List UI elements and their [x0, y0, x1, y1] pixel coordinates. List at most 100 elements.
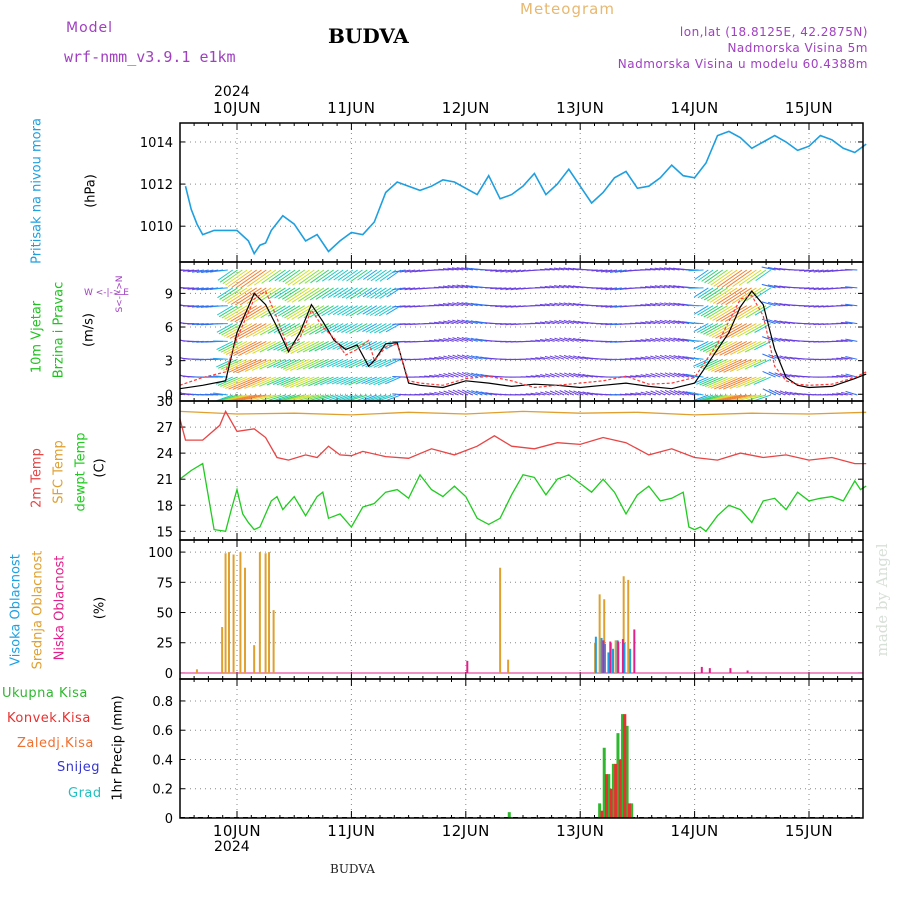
- wind-arrow: [392, 287, 406, 291]
- wind-arrow: [827, 393, 839, 396]
- wind-arrow: [280, 340, 301, 352]
- wind-arrow: [668, 267, 680, 271]
- wind-arrow: [659, 267, 670, 271]
- wind-arrow: [713, 269, 738, 287]
- wind-arrow: [761, 266, 776, 271]
- wind-arrow: [596, 305, 608, 307]
- wind-arrow: [650, 338, 661, 342]
- lonlat-info: lon,lat (18.8125E, 42.2875N): [679, 25, 868, 39]
- wind-arrow: [230, 287, 257, 305]
- wind-arrow: [692, 394, 709, 402]
- wind-arrow: [224, 287, 248, 303]
- wind-arrow: [515, 287, 526, 290]
- wind-arrow: [392, 305, 406, 308]
- wind-arrow: [302, 358, 325, 370]
- wind-arrow: [273, 358, 291, 368]
- wind-arrow: [520, 393, 531, 396]
- wind-arrow: [283, 323, 305, 336]
- wind-arrow: [331, 358, 349, 368]
- y-tick-label: 0: [165, 812, 173, 827]
- wind-arrow: [645, 268, 656, 271]
- wind-arrow: [366, 269, 382, 281]
- wind-arrow: [452, 372, 464, 378]
- x-tick-label-top: 15JUN: [785, 99, 833, 117]
- wind-arrow: [659, 302, 671, 307]
- wind-arrow: [254, 269, 277, 286]
- wind-arrow: [259, 358, 281, 370]
- wind-arrow: [762, 388, 776, 396]
- wind-arrow: [712, 305, 738, 321]
- wind-arrow: [845, 286, 858, 289]
- wind-arrow: [640, 356, 651, 360]
- x-tick-label-top: 14JUN: [670, 99, 718, 117]
- wind-arrow: [779, 320, 791, 325]
- wind-arrow: [281, 323, 301, 335]
- wind-arrow: [709, 305, 733, 320]
- wind-arrow: [635, 322, 646, 325]
- wind-arrow: [610, 287, 622, 291]
- wind-arrow: [704, 269, 723, 284]
- wind-arrow: [470, 337, 483, 342]
- wind-arrow: [614, 269, 627, 273]
- panel-frame: [179, 539, 864, 680]
- wind-arrow: [707, 269, 728, 285]
- wind-arrow: [260, 287, 281, 302]
- wind-arrow: [336, 323, 354, 333]
- wind-arrow: [693, 305, 709, 315]
- wind-arrow: [313, 394, 334, 402]
- wind-arrow: [645, 321, 656, 325]
- wind-arrow: [677, 372, 690, 378]
- wind-arrow: [466, 354, 478, 360]
- wind-arrow: [349, 287, 368, 300]
- panel-frame: [179, 400, 864, 541]
- wind-arrow: [540, 374, 550, 378]
- wind-arrow: [276, 376, 296, 386]
- wind-arrow: [213, 305, 228, 307]
- year-bottom: 2024: [214, 839, 250, 855]
- wind-arrow: [222, 394, 248, 402]
- wind-arrow: [659, 354, 671, 360]
- wind-arrow: [230, 305, 257, 322]
- wind-arrow: [640, 286, 651, 289]
- wind-arrow: [273, 340, 291, 351]
- x-tick-label-bottom: 11JUN: [327, 822, 375, 840]
- wind-arrow: [285, 269, 305, 285]
- year-top: 2024: [214, 84, 250, 100]
- wind-arrow: [630, 357, 642, 360]
- wind-arrow: [640, 304, 651, 307]
- wind-arrow: [355, 394, 373, 402]
- wind-arrow: [721, 269, 748, 288]
- wind-arrow: [345, 287, 363, 299]
- wind-arrow: [362, 287, 378, 298]
- precip_conv-bar: [614, 763, 618, 818]
- y-tick-label: 15: [156, 525, 173, 540]
- wind-arrow: [222, 269, 243, 285]
- wind-arrow: [729, 394, 757, 402]
- wind-arrow: [600, 287, 613, 290]
- wind-arrow: [221, 305, 243, 319]
- wind-arrow: [377, 376, 397, 386]
- wind-arrow: [490, 269, 502, 272]
- wind-arrow: [768, 336, 781, 342]
- wind-arrow: [701, 394, 723, 402]
- wind-arrow: [600, 269, 613, 273]
- wind-arrow: [711, 323, 738, 338]
- wind-arrow: [704, 394, 728, 402]
- wind-arrow: [285, 376, 310, 388]
- wind-arrow: [251, 358, 277, 371]
- wind-arrow: [535, 392, 546, 396]
- wind-arrow: [443, 390, 454, 396]
- wind-arrow: [245, 340, 272, 356]
- wind-arrow: [296, 340, 320, 354]
- wind-arrow: [320, 376, 339, 386]
- wind-arrow: [577, 390, 589, 396]
- wind-arrow: [362, 323, 378, 333]
- wind-arrow: [284, 394, 310, 402]
- wind-arrow: [438, 391, 450, 396]
- wind-arrow: [452, 319, 464, 325]
- wind-arrow: [375, 269, 392, 282]
- wind-arrow: [836, 375, 848, 378]
- wind-arrow: [314, 340, 334, 352]
- wind-arrow: [753, 394, 771, 402]
- wind-arrow: [700, 305, 719, 317]
